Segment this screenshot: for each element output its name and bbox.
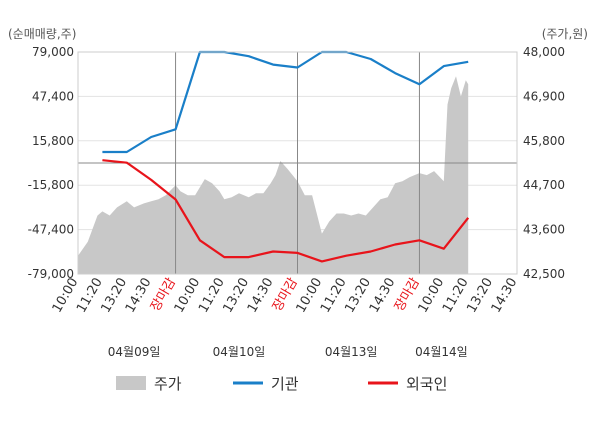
left-axis-title: (순매매량,주) bbox=[8, 27, 76, 41]
day-dividers bbox=[175, 52, 420, 274]
legend-swatch-price bbox=[116, 376, 146, 390]
left-tick-label: 47,400 bbox=[32, 89, 74, 103]
right-tick-label: 43,600 bbox=[523, 223, 565, 237]
x-tick-label: 14:30 bbox=[123, 276, 155, 316]
date-label: 04월10일 bbox=[213, 345, 266, 359]
right-tick-label: 48,000 bbox=[523, 45, 565, 59]
right-tick-label: 42,500 bbox=[523, 267, 565, 281]
x-axis-ticks: 10:0011:2013:2014:30장마감10:0011:2013:2014… bbox=[50, 275, 521, 315]
x-tick-label: 14:30 bbox=[489, 276, 521, 316]
left-tick-label: 79,000 bbox=[32, 45, 74, 59]
date-labels: 04월09일 04월10일 04월13일 04월14일 bbox=[108, 345, 468, 359]
x-tick-label: 14:30 bbox=[245, 276, 277, 316]
series-lines bbox=[102, 50, 470, 263]
series-line-institution bbox=[102, 50, 469, 154]
right-axis-title: (주가,원) bbox=[542, 27, 588, 41]
right-axis-ticks: 48,000 46,900 45,800 44,700 43,600 42,500 bbox=[523, 45, 565, 281]
left-tick-label: -15,800 bbox=[28, 178, 74, 192]
left-tick-label: -79,000 bbox=[28, 267, 74, 281]
date-label: 04월14일 bbox=[415, 345, 468, 359]
right-tick-label: 46,900 bbox=[523, 89, 565, 103]
date-label: 04월09일 bbox=[108, 345, 161, 359]
legend-label-institution: 기관 bbox=[271, 375, 299, 393]
right-tick-label: 44,700 bbox=[523, 178, 565, 192]
date-label: 04월13일 bbox=[325, 345, 378, 359]
price-area bbox=[78, 76, 469, 274]
legend-label-foreign: 외국인 bbox=[406, 375, 447, 393]
left-tick-label: 15,800 bbox=[32, 134, 74, 148]
legend-label-price: 주가 bbox=[154, 375, 182, 393]
left-axis-ticks: 79,000 47,400 15,800 -15,800 -47,400 -79,000 bbox=[28, 45, 74, 281]
plot-frame bbox=[77, 51, 518, 275]
right-tick-label: 45,800 bbox=[523, 134, 565, 148]
series-line-foreign bbox=[102, 159, 470, 263]
price-area-layer bbox=[78, 76, 469, 274]
left-tick-label: -47,400 bbox=[28, 223, 74, 237]
x-tick-label: 14:30 bbox=[367, 276, 399, 316]
legend: 주가 기관 외국인 bbox=[116, 375, 447, 393]
